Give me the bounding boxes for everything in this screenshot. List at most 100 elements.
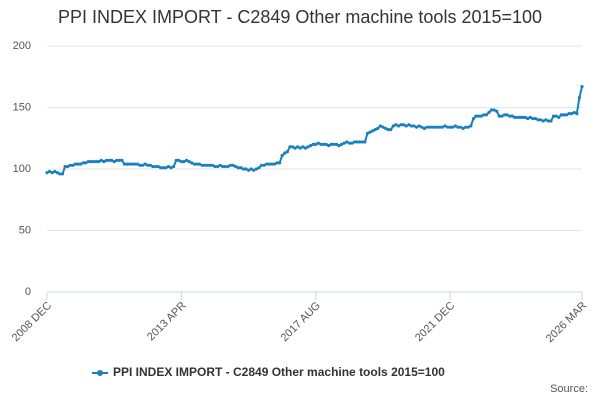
point (396, 124, 401, 128)
point (479, 114, 483, 118)
point (223, 164, 227, 169)
point (513, 115, 517, 119)
point (425, 125, 429, 129)
point (226, 164, 230, 169)
point (301, 145, 305, 149)
point (78, 162, 83, 166)
point (278, 161, 282, 165)
x-tick-label: 2021 DEC (413, 300, 457, 344)
point (122, 162, 127, 166)
point (544, 118, 548, 122)
point (45, 171, 49, 175)
point (551, 114, 556, 118)
point (309, 144, 313, 148)
point (125, 162, 129, 166)
point (389, 128, 393, 132)
point (316, 141, 320, 145)
point (138, 163, 142, 167)
y-tick-label: 100 (13, 163, 31, 175)
point (562, 113, 566, 117)
point (554, 114, 558, 118)
point (523, 115, 527, 119)
point (482, 113, 486, 117)
point (117, 158, 121, 162)
point (402, 123, 406, 127)
point (559, 113, 563, 117)
point (360, 140, 364, 144)
point (526, 116, 530, 121)
point (187, 160, 191, 164)
point (500, 114, 504, 118)
point (68, 163, 72, 167)
point (107, 158, 111, 162)
point (205, 163, 209, 167)
point (329, 142, 333, 146)
point (221, 164, 225, 169)
point (355, 140, 359, 144)
point (314, 142, 318, 146)
legend-label: PPI INDEX IMPORT - C2849 Other machine t… (113, 365, 445, 379)
point (179, 160, 183, 164)
point (303, 146, 308, 150)
point (234, 164, 238, 169)
point (91, 160, 96, 164)
point (381, 125, 385, 129)
point (192, 162, 196, 166)
point (515, 115, 519, 119)
point (172, 164, 176, 169)
point (440, 125, 445, 129)
point (321, 142, 326, 146)
point (404, 124, 408, 128)
point (110, 158, 114, 162)
legend: PPI INDEX IMPORT - C2849 Other machine t… (92, 365, 445, 379)
point (298, 146, 302, 150)
point (296, 145, 300, 149)
point (288, 145, 292, 149)
point (213, 164, 217, 169)
point (570, 112, 574, 116)
line (46, 86, 583, 175)
point (99, 158, 103, 162)
point (438, 125, 442, 129)
point (174, 158, 178, 162)
point (510, 114, 514, 118)
point (115, 158, 119, 162)
point (112, 160, 116, 164)
point (420, 125, 424, 129)
point (422, 126, 426, 131)
point (378, 124, 383, 128)
point (81, 161, 85, 165)
y-tick-label: 50 (19, 224, 31, 236)
point (557, 115, 561, 119)
point (383, 126, 388, 131)
point (391, 124, 395, 128)
point (324, 142, 328, 146)
point (249, 167, 253, 171)
point (433, 125, 437, 129)
point (71, 163, 75, 167)
point (156, 164, 160, 169)
point (244, 167, 248, 171)
x-tick-label: 2008 DEC (10, 300, 54, 344)
y-tick-label: 150 (13, 101, 31, 113)
point (120, 158, 124, 162)
legend-marker (97, 370, 103, 376)
point (456, 125, 460, 129)
point (489, 108, 494, 112)
point (365, 131, 370, 135)
point (200, 163, 204, 167)
point (164, 166, 168, 170)
point (466, 125, 470, 129)
point (262, 163, 266, 167)
point (469, 124, 473, 128)
point (218, 163, 222, 167)
point (166, 164, 171, 169)
point (275, 161, 279, 165)
point (412, 124, 416, 128)
point (197, 162, 202, 166)
point (495, 109, 499, 113)
point (63, 164, 67, 169)
point (376, 126, 380, 131)
point (293, 146, 297, 150)
point (60, 172, 65, 176)
